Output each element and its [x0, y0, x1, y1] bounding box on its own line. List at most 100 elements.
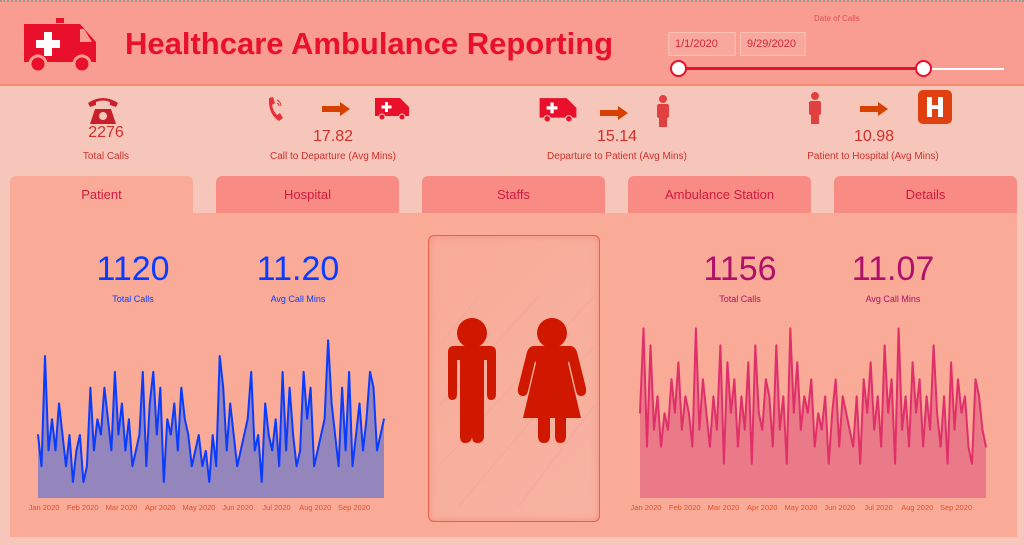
- data-point[interactable]: [960, 412, 963, 414]
- data-point[interactable]: [684, 395, 687, 397]
- data-point[interactable]: [848, 429, 851, 431]
- data-point[interactable]: [348, 370, 350, 373]
- data-point[interactable]: [862, 378, 865, 380]
- data-point[interactable]: [362, 449, 364, 452]
- slider-start-handle[interactable]: [670, 60, 687, 77]
- data-point[interactable]: [810, 378, 813, 380]
- data-point[interactable]: [698, 429, 701, 431]
- data-point[interactable]: [702, 378, 704, 380]
- data-point[interactable]: [379, 434, 382, 436]
- data-point[interactable]: [337, 465, 340, 468]
- data-point[interactable]: [967, 446, 970, 448]
- data-point[interactable]: [866, 412, 868, 414]
- data-point[interactable]: [691, 446, 694, 448]
- data-point[interactable]: [653, 429, 655, 431]
- data-point[interactable]: [897, 327, 900, 329]
- data-point[interactable]: [271, 449, 273, 452]
- data-point[interactable]: [716, 429, 718, 431]
- data-point[interactable]: [253, 449, 256, 452]
- data-point[interactable]: [726, 361, 729, 363]
- data-point[interactable]: [264, 402, 266, 405]
- data-point[interactable]: [166, 418, 169, 420]
- data-point[interactable]: [93, 449, 95, 452]
- data-point[interactable]: [904, 395, 907, 397]
- data-point[interactable]: [911, 361, 914, 363]
- data-point[interactable]: [925, 395, 928, 397]
- data-point[interactable]: [344, 449, 347, 452]
- data-point[interactable]: [89, 386, 92, 389]
- data-point[interactable]: [288, 386, 291, 389]
- data-point[interactable]: [131, 465, 134, 468]
- data-point[interactable]: [309, 386, 312, 389]
- data-point[interactable]: [782, 395, 785, 397]
- data-point[interactable]: [663, 412, 666, 414]
- data-point[interactable]: [803, 395, 806, 397]
- data-point[interactable]: [204, 449, 207, 452]
- data-point[interactable]: [190, 465, 193, 468]
- data-point[interactable]: [320, 434, 322, 436]
- data-point[interactable]: [873, 429, 875, 431]
- data-point[interactable]: [660, 446, 662, 448]
- data-point[interactable]: [985, 446, 987, 448]
- data-point[interactable]: [79, 434, 81, 436]
- data-point[interactable]: [232, 434, 235, 436]
- data-point[interactable]: [194, 449, 197, 452]
- data-point[interactable]: [758, 412, 760, 414]
- data-point[interactable]: [642, 327, 645, 329]
- data-point[interactable]: [225, 449, 228, 452]
- data-point[interactable]: [649, 344, 652, 346]
- data-point[interactable]: [806, 412, 809, 414]
- data-point[interactable]: [981, 429, 984, 431]
- data-point[interactable]: [208, 481, 211, 484]
- data-point[interactable]: [712, 395, 715, 397]
- data-point[interactable]: [128, 418, 130, 420]
- tab-details[interactable]: Details: [834, 176, 1017, 214]
- data-point[interactable]: [929, 429, 931, 431]
- data-point[interactable]: [302, 370, 305, 373]
- data-point[interactable]: [845, 412, 848, 414]
- data-point[interactable]: [957, 378, 959, 380]
- data-point[interactable]: [47, 449, 50, 452]
- data-point[interactable]: [838, 446, 841, 448]
- data-point[interactable]: [351, 465, 354, 468]
- data-point[interactable]: [40, 465, 43, 468]
- data-point[interactable]: [86, 465, 88, 468]
- data-point[interactable]: [737, 446, 739, 448]
- data-point[interactable]: [670, 378, 673, 380]
- data-point[interactable]: [246, 418, 249, 420]
- data-point[interactable]: [733, 378, 736, 380]
- end-date-input[interactable]: 9/29/2020: [740, 32, 806, 56]
- data-point[interactable]: [799, 429, 802, 431]
- data-point[interactable]: [820, 429, 823, 431]
- data-point[interactable]: [145, 465, 148, 468]
- data-point[interactable]: [841, 395, 844, 397]
- data-point[interactable]: [250, 370, 252, 373]
- data-point[interactable]: [765, 378, 767, 380]
- data-point[interactable]: [883, 344, 886, 346]
- data-point[interactable]: [103, 386, 106, 389]
- data-point[interactable]: [695, 327, 697, 329]
- data-point[interactable]: [887, 412, 889, 414]
- data-point[interactable]: [744, 429, 746, 431]
- data-point[interactable]: [831, 412, 834, 414]
- data-point[interactable]: [880, 446, 882, 448]
- data-point[interactable]: [229, 402, 232, 405]
- data-point[interactable]: [68, 434, 71, 436]
- data-point[interactable]: [834, 378, 837, 380]
- data-point[interactable]: [61, 434, 64, 436]
- data-point[interactable]: [890, 378, 893, 380]
- data-point[interactable]: [908, 446, 910, 448]
- data-point[interactable]: [114, 370, 116, 373]
- data-point[interactable]: [121, 402, 123, 405]
- data-point[interactable]: [156, 434, 158, 436]
- data-point[interactable]: [383, 418, 385, 420]
- data-point[interactable]: [674, 412, 676, 414]
- data-point[interactable]: [323, 418, 326, 420]
- data-point[interactable]: [334, 434, 336, 436]
- data-point[interactable]: [667, 429, 669, 431]
- data-point[interactable]: [110, 449, 113, 452]
- tab-patient[interactable]: Patient: [10, 176, 193, 214]
- data-point[interactable]: [295, 465, 298, 468]
- data-point[interactable]: [761, 429, 764, 431]
- data-point[interactable]: [918, 378, 921, 380]
